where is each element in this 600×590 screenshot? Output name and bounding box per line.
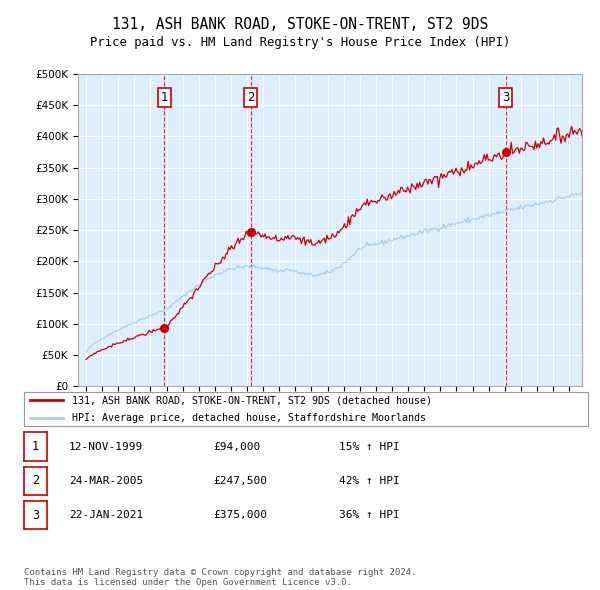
Text: 36% ↑ HPI: 36% ↑ HPI <box>339 510 400 520</box>
Text: 1: 1 <box>32 440 39 453</box>
Text: Contains HM Land Registry data © Crown copyright and database right 2024.: Contains HM Land Registry data © Crown c… <box>24 568 416 577</box>
Text: 42% ↑ HPI: 42% ↑ HPI <box>339 476 400 486</box>
Text: £375,000: £375,000 <box>213 510 267 520</box>
Text: 24-MAR-2005: 24-MAR-2005 <box>69 476 143 486</box>
Text: £247,500: £247,500 <box>213 476 267 486</box>
Text: 22-JAN-2021: 22-JAN-2021 <box>69 510 143 520</box>
Text: This data is licensed under the Open Government Licence v3.0.: This data is licensed under the Open Gov… <box>24 578 352 588</box>
Text: 12-NOV-1999: 12-NOV-1999 <box>69 442 143 451</box>
Text: 3: 3 <box>32 509 39 522</box>
Text: 3: 3 <box>502 91 509 104</box>
Text: 15% ↑ HPI: 15% ↑ HPI <box>339 442 400 451</box>
Text: 131, ASH BANK ROAD, STOKE-ON-TRENT, ST2 9DS: 131, ASH BANK ROAD, STOKE-ON-TRENT, ST2 … <box>112 17 488 32</box>
Text: 2: 2 <box>32 474 39 487</box>
Text: HPI: Average price, detached house, Staffordshire Moorlands: HPI: Average price, detached house, Staf… <box>72 414 426 424</box>
Text: 2: 2 <box>247 91 254 104</box>
Text: Price paid vs. HM Land Registry's House Price Index (HPI): Price paid vs. HM Land Registry's House … <box>90 36 510 49</box>
Text: £94,000: £94,000 <box>213 442 260 451</box>
Text: 131, ASH BANK ROAD, STOKE-ON-TRENT, ST2 9DS (detached house): 131, ASH BANK ROAD, STOKE-ON-TRENT, ST2 … <box>72 395 432 405</box>
Text: 1: 1 <box>161 91 168 104</box>
